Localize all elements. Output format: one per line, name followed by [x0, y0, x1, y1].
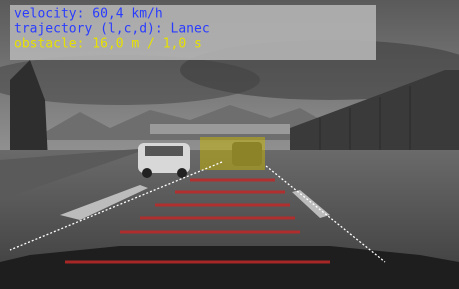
velocity-text: velocity: 60,4 km/h	[14, 7, 163, 22]
trajectory-text: trajectory (l,c,d): Lanec	[14, 22, 210, 37]
page: velocity: 60,4 km/h trajectory (l,c,d): …	[0, 0, 459, 289]
obstacle-text: obstacle: 16,0 m / 1,0 s	[14, 37, 202, 52]
camera-view: velocity: 60,4 km/h trajectory (l,c,d): …	[0, 0, 459, 289]
hud-panel: velocity: 60,4 km/h trajectory (l,c,d): …	[10, 5, 376, 60]
